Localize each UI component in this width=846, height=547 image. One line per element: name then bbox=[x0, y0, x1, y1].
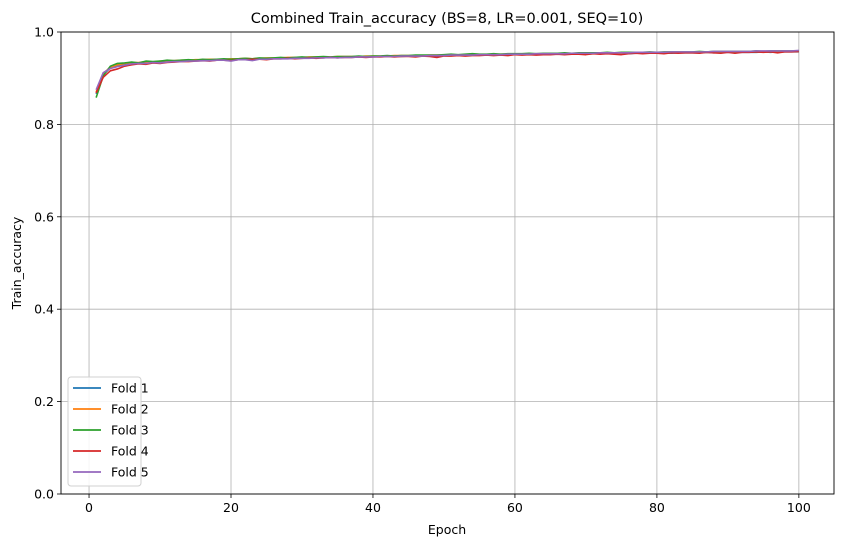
axis-ticks: 0 20 40 60 80 100 0.0 0.2 0.4 0.6 0.8 1.0 bbox=[34, 25, 811, 516]
legend-label: Fold 4 bbox=[111, 444, 149, 459]
y-tick-label: 0.6 bbox=[34, 209, 54, 224]
chart-title: Combined Train_accuracy (BS=8, LR=0.001,… bbox=[251, 11, 644, 27]
legend-label: Fold 2 bbox=[111, 402, 149, 417]
x-tick-label: 60 bbox=[507, 500, 523, 515]
x-tick-label: 0 bbox=[85, 500, 93, 515]
x-axis-label: Epoch bbox=[428, 522, 466, 537]
plot-frame bbox=[60, 31, 835, 495]
series-line-fold-5 bbox=[95, 49, 799, 91]
legend: Fold 1 Fold 2 Fold 3 Fold 4 Fold 5 bbox=[67, 376, 149, 487]
legend-label: Fold 1 bbox=[111, 381, 149, 396]
legend-label: Fold 5 bbox=[111, 465, 149, 480]
series-lines bbox=[95, 49, 799, 98]
x-tick-label: 20 bbox=[223, 500, 239, 515]
y-tick-label: 0.0 bbox=[34, 487, 54, 502]
x-tick-label: 100 bbox=[787, 500, 811, 515]
legend-box bbox=[67, 376, 142, 487]
legend-label: Fold 3 bbox=[111, 423, 149, 438]
y-axis-label: Train_accuracy bbox=[9, 216, 24, 310]
y-tick-label: 0.4 bbox=[34, 302, 54, 317]
y-tick-label: 0.8 bbox=[34, 117, 54, 132]
x-tick-label: 40 bbox=[365, 500, 381, 515]
y-tick-label: 0.2 bbox=[34, 394, 54, 409]
y-tick-label: 1.0 bbox=[34, 25, 54, 40]
x-tick-label: 80 bbox=[649, 500, 665, 515]
